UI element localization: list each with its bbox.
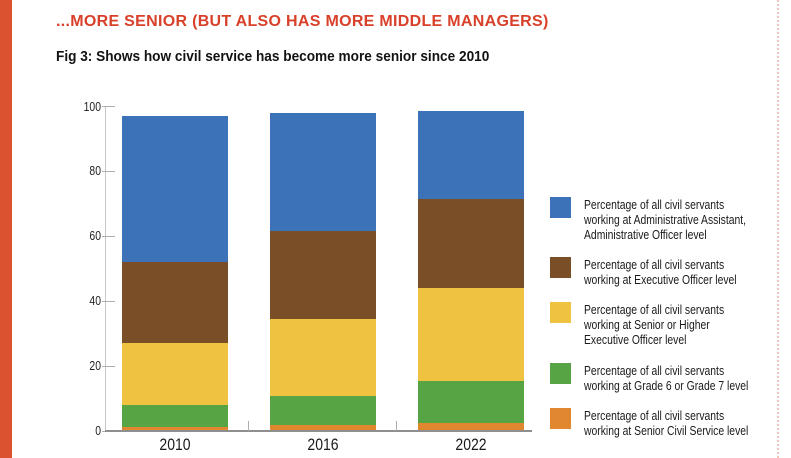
y-tick-mark: [102, 106, 115, 107]
bar-segment-2022-senior-or-higher-executive-officer: [418, 287, 524, 381]
bar-segment-2010-administrative-assistant-administrative-officer: [122, 116, 228, 263]
bar-segment-2022-senior-civil-service: [418, 422, 524, 431]
y-tick-mark: [102, 235, 115, 237]
legend-swatch: [550, 302, 571, 323]
bar-segment-2022-executive-officer: [418, 198, 524, 288]
x-tick-label-2016: 2016: [307, 436, 339, 454]
x-tick-label-2022: 2022: [455, 436, 487, 454]
y-tick-mark: [102, 365, 115, 367]
bar-segment-2022-grade-6-or-grade-7: [418, 380, 524, 423]
x-axis-line: [105, 430, 532, 432]
legend-label: Percentage of all civil servants working …: [584, 198, 746, 243]
y-tick-mark: [102, 170, 115, 172]
legend-label: Percentage of all civil servants working …: [584, 409, 748, 439]
bar-segment-2010-executive-officer: [122, 262, 228, 343]
legend-swatch: [550, 197, 571, 218]
y-axis-line: [105, 106, 106, 431]
y-tick-mark: [102, 300, 115, 302]
legend-label: Percentage of all civil servants working …: [584, 303, 724, 348]
legend-label-line: Administrative Officer level: [584, 228, 707, 242]
legend-label-line: Percentage of all civil servants: [584, 198, 725, 212]
legend-swatch: [550, 363, 571, 384]
legend-label-line: Executive Officer level: [584, 333, 687, 347]
legend-label: Percentage of all civil servants working …: [584, 258, 737, 288]
bar-segment-2016-administrative-assistant-administrative-officer: [270, 112, 376, 232]
legend-label: Percentage of all civil servants working …: [584, 364, 748, 394]
y-tick-label: 20: [89, 358, 101, 374]
x-axis-tick-mark: [396, 421, 397, 431]
y-tick-label: 80: [89, 163, 101, 179]
legend-label-line: working at Senior or Higher: [584, 318, 710, 332]
legend-label-line: Percentage of all civil servants: [584, 303, 725, 317]
bar-segment-2016-grade-6-or-grade-7: [270, 395, 376, 426]
legend-label-line: Percentage of all civil servants: [584, 258, 725, 272]
section-headline: ...MORE SENIOR (BUT ALSO HAS MORE MIDDLE…: [56, 13, 549, 30]
y-tick-label: 60: [89, 228, 101, 244]
legend-label-line: Percentage of all civil servants: [584, 409, 725, 423]
legend-label-line: working at Grade 6 or Grade 7 level: [584, 379, 749, 393]
bar-segment-2016-senior-or-higher-executive-officer: [270, 318, 376, 396]
legend-label-line: working at Senior Civil Service level: [584, 424, 749, 438]
legend-label-line: Percentage of all civil servants: [584, 364, 725, 378]
y-tick-label: 100: [83, 98, 101, 114]
legend-swatch: [550, 257, 571, 278]
bar-segment-2016-senior-civil-service: [270, 425, 376, 431]
figure-title: Fig 3: Shows how civil service has becom…: [56, 49, 490, 65]
dotted-page-edge: [777, 0, 779, 458]
y-tick-label: 0: [95, 423, 101, 438]
legend-label-line: working at Administrative Assistant,: [584, 213, 747, 227]
bar-segment-2016-executive-officer: [270, 231, 376, 319]
accent-left-stripe: [0, 0, 12, 458]
bar-segment-2010-senior-or-higher-executive-officer: [122, 342, 228, 406]
x-tick-label-2010: 2010: [159, 436, 191, 454]
bar-segment-2010-grade-6-or-grade-7: [122, 405, 228, 428]
bar-segment-2010-senior-civil-service: [122, 427, 228, 431]
x-axis-tick-mark: [248, 421, 249, 431]
bar-segment-2022-administrative-assistant-administrative-officer: [418, 111, 524, 199]
y-tick-label: 40: [89, 293, 101, 309]
legend-label-line: working at Executive Officer level: [584, 273, 737, 287]
legend-swatch: [550, 408, 571, 429]
